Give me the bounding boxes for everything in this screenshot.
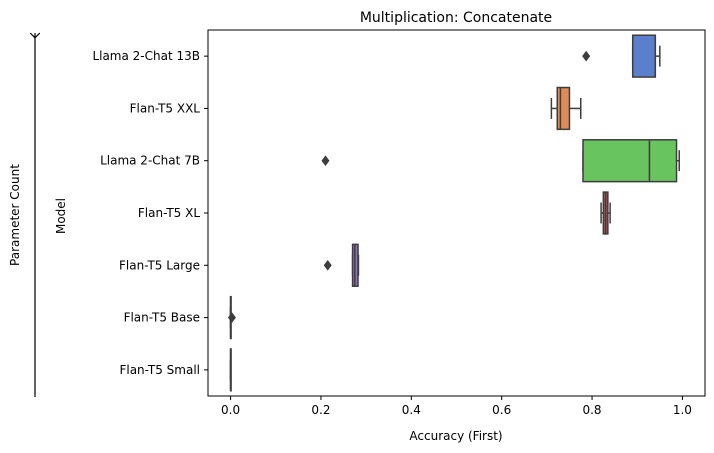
- outlier-point: [227, 312, 236, 323]
- category-labels: Llama 2-Chat 13B Flan-T5 XXL Llama 2-Chat …: [92, 49, 208, 377]
- outlier-point: [582, 50, 591, 62]
- y-tick-label: Flan-T5 XXL: [130, 101, 201, 115]
- x-tick-label: 0.8: [582, 403, 601, 417]
- x-tick-label: 0.0: [221, 403, 240, 417]
- boxes: [227, 34, 680, 392]
- box-llama-2-chat-13b: [582, 34, 661, 78]
- x-tick-label: 1.0: [673, 403, 692, 417]
- box-iqr: [631, 34, 657, 78]
- box-iqr: [582, 139, 678, 183]
- x-axis-title: Accuracy (First): [409, 429, 502, 443]
- box-flan-t5-base: [227, 295, 236, 340]
- plot-frame: [207, 29, 706, 397]
- box-llama-2-chat-7b: [321, 139, 680, 183]
- y-tick-label: Llama 2-Chat 13B: [92, 49, 200, 63]
- outlier-point: [323, 259, 332, 271]
- box-flan-t5-xxl: [550, 86, 582, 131]
- parameter-count-label: Parameter Count: [8, 164, 22, 266]
- y-tick-label: Llama 2-Chat 7B: [100, 154, 200, 168]
- chart-title: Multiplication: Concatenate: [360, 10, 552, 26]
- y-axis-title: Model: [54, 198, 68, 234]
- x-tick-label: 0.2: [311, 403, 330, 417]
- y-tick-label: Flan-T5 Base: [124, 311, 200, 325]
- box-flan-t5-xl: [600, 191, 611, 235]
- y-tick-label: Flan-T5 XL: [138, 206, 200, 220]
- box-flan-t5-large: [323, 243, 360, 287]
- box-flan-t5-small: [229, 348, 232, 392]
- outlier-point: [321, 155, 330, 167]
- box-iqr: [556, 86, 571, 131]
- y-tick-label: Flan-T5 Small: [119, 363, 200, 377]
- x-tick-label: 0.4: [402, 403, 421, 417]
- y-tick-label: Flan-T5 Large: [119, 258, 200, 272]
- x-tick-label: 0.6: [492, 403, 511, 417]
- x-axis-ticks: 0.0 0.2 0.4 0.6 0.8 1.0: [221, 396, 692, 417]
